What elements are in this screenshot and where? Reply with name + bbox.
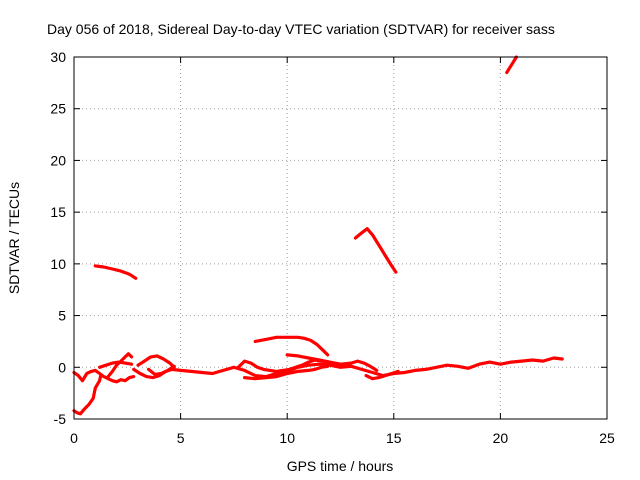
grid — [74, 57, 607, 419]
data-trace-s11 — [285, 353, 379, 372]
data-trace-s14 — [353, 227, 398, 274]
x-tick-label: 15 — [386, 430, 402, 446]
data-trace-s15 — [505, 55, 519, 75]
x-tick-label: 5 — [177, 430, 185, 446]
data-trace-s13 — [93, 264, 138, 280]
x-tick-label: 25 — [599, 430, 615, 446]
data-trace-s10 — [253, 335, 330, 357]
data-trace-s6 — [136, 354, 176, 369]
y-axis-label: SDTVAR / TECUs — [6, 182, 22, 294]
y-tick-label: 30 — [50, 49, 66, 65]
data-trace-s5 — [132, 356, 564, 380]
x-tick-label: 10 — [279, 430, 295, 446]
chart-title: Day 056 of 2018, Sidereal Day-to-day VTE… — [47, 21, 555, 37]
y-tick-label: 5 — [58, 308, 66, 324]
y-tick-label: 0 — [58, 359, 66, 375]
data-trace-s1 — [72, 374, 103, 416]
x-tick-label: 0 — [70, 430, 78, 446]
data-trace-s4 — [97, 360, 134, 369]
y-tick-label: 25 — [50, 101, 66, 117]
x-tick-label: 20 — [493, 430, 509, 446]
y-tick-label: -5 — [54, 411, 67, 427]
y-tick-label: 15 — [50, 204, 66, 220]
data-trace-s7 — [147, 364, 176, 377]
plot-frame — [73, 56, 608, 420]
data-traces — [72, 55, 564, 416]
y-tick-label: 10 — [50, 256, 66, 272]
data-trace-s12 — [364, 369, 400, 381]
y-tick-label: 20 — [50, 152, 66, 168]
data-trace-s2 — [72, 368, 136, 384]
data-trace-s9 — [243, 364, 330, 381]
x-axis-label: GPS time / hours — [287, 458, 394, 474]
